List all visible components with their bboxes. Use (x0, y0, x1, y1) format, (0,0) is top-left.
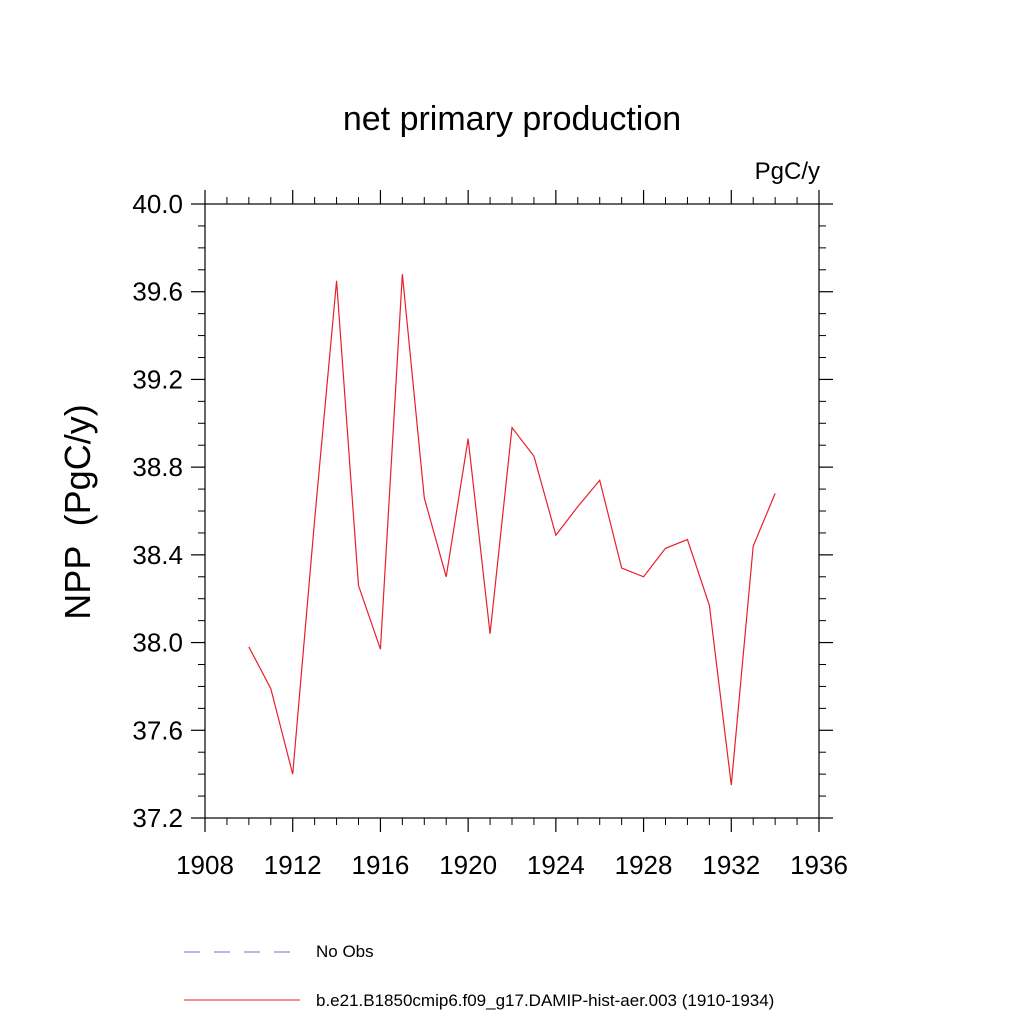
legend-entry-no-obs: No Obs (316, 942, 374, 961)
y-tick-label: 38.8 (132, 452, 183, 482)
legend-entry-model: b.e21.B1850cmip6.f09_g17.DAMIP-hist-aer.… (316, 991, 775, 1010)
x-tick-label: 1936 (790, 850, 848, 880)
y-tick-label: 39.6 (132, 277, 183, 307)
x-tick-label: 1932 (702, 850, 760, 880)
series-line-1 (248, 274, 776, 786)
y-tick-label: 38.4 (132, 540, 183, 570)
axis-tick-labels: 1908 1912 1916 1920 1924 1928 1932 1936 37.2 37.6… (132, 189, 848, 880)
units-label: PgC/y (754, 158, 820, 185)
x-tick-label: 1908 (176, 850, 234, 880)
x-tick-label: 1924 (527, 850, 585, 880)
y-axis-label: NPP (PgC/y) (57, 404, 98, 620)
x-tick-label: 1916 (352, 850, 410, 880)
y-tick-label: 37.2 (132, 803, 183, 833)
chart-title: net primary production (342, 100, 682, 138)
y-tick-label: 40.0 (132, 189, 183, 219)
legend-lines (184, 951, 300, 1001)
x-tick-label: 1920 (439, 850, 497, 880)
y-tick-label: 37.6 (132, 715, 183, 745)
x-tick-label: 1912 (264, 850, 322, 880)
y-tick-label: 38.0 (132, 628, 183, 658)
x-tick-label: 1928 (615, 850, 673, 880)
series-layer (248, 274, 776, 786)
axis-ticks (191, 190, 833, 832)
y-tick-label: 39.2 (132, 364, 183, 394)
